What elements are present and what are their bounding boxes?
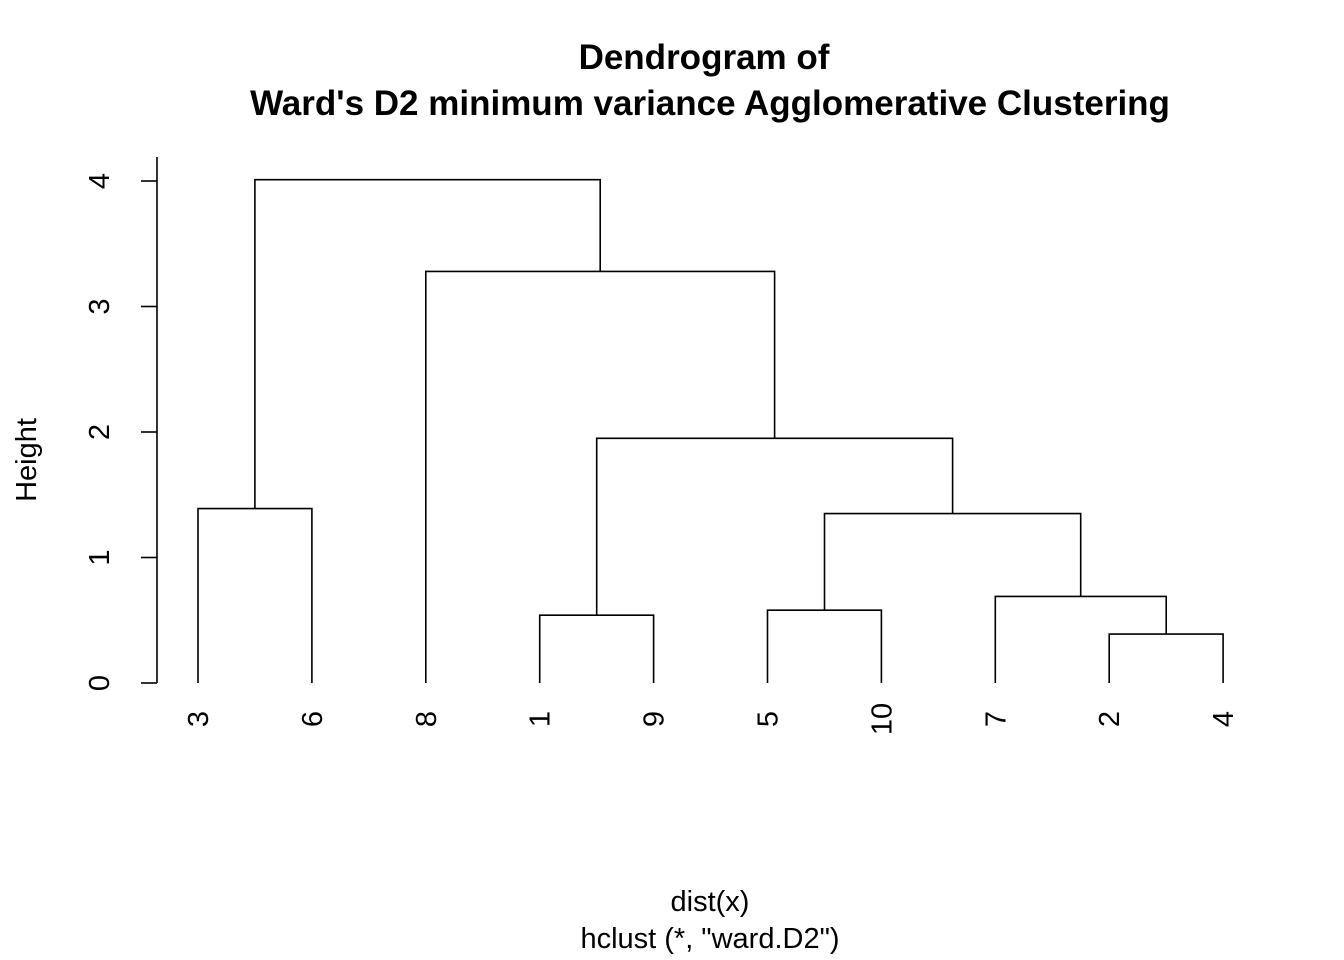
- leaf-label: 1: [525, 711, 557, 727]
- merge-link-7: [595, 437, 954, 616]
- leaf-label: 5: [753, 711, 785, 727]
- leaf-label: 4: [1208, 711, 1240, 727]
- merge-link-9: [254, 178, 602, 509]
- y-axis-label: Height: [11, 418, 43, 502]
- leaf-label: 9: [639, 711, 671, 727]
- merge-link-4: [994, 595, 1167, 683]
- leaf-label: 8: [411, 711, 443, 727]
- leaf-labels: 3 6 8 1 9 5 10 7 2 4: [183, 703, 1240, 735]
- merge-link-2: [538, 614, 655, 683]
- chart-title-line-1: Dendrogram of: [579, 38, 830, 77]
- y-tick-label: 2: [84, 424, 116, 440]
- merge-link-3: [766, 609, 883, 683]
- leaf-label: 6: [297, 711, 329, 727]
- dendrogram-tree: [197, 178, 1224, 683]
- y-tick-label: 3: [84, 298, 116, 314]
- leaf-label: 10: [866, 703, 898, 735]
- y-tick-label: 4: [84, 173, 116, 189]
- leaf-label: 7: [980, 711, 1012, 727]
- y-axis: 0 1 2 3 4: [84, 157, 158, 691]
- method-sublabel: hclust (*, "ward.D2"): [580, 923, 839, 955]
- leaf-label: 2: [1094, 711, 1126, 727]
- y-tick-label: 0: [84, 675, 116, 691]
- chart-title-line-2: Ward's D2 minimum variance Agglomerative…: [250, 84, 1170, 123]
- merge-link-6: [197, 507, 313, 683]
- merge-link-1: [1108, 633, 1224, 683]
- y-tick-label: 1: [84, 549, 116, 565]
- leaf-label: 3: [183, 711, 215, 727]
- merge-link-8: [424, 270, 776, 683]
- x-axis-label: dist(x): [671, 886, 750, 918]
